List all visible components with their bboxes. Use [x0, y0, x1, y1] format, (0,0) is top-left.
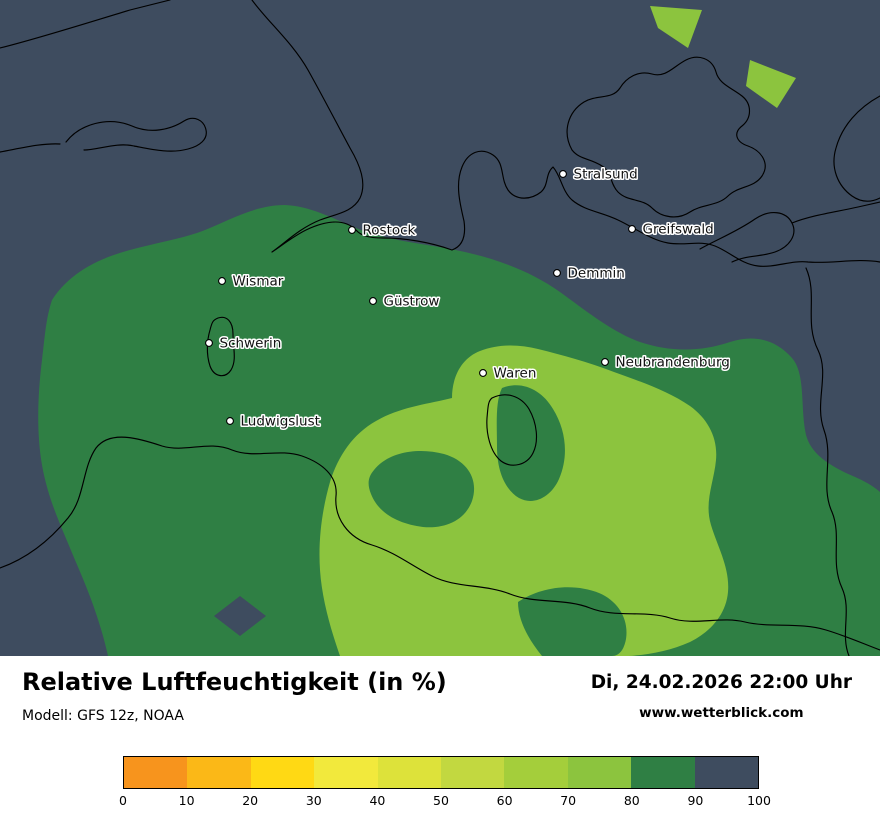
coastline-northwest-diagonal: [0, 0, 171, 49]
footer-panel: Relative Luftfeuchtigkeit (in %) Modell:…: [0, 656, 880, 830]
humidity-color-scale: 0 10 20 30 40 50 60 70 80 90 100: [119, 756, 771, 809]
coastline-baltic-main: [251, 0, 880, 267]
lake-mueritz-outline: [486, 394, 538, 466]
page-title: Relative Luftfeuchtigkeit (in %): [22, 668, 447, 696]
humidity-90-100-patch-south: [214, 596, 266, 636]
legend-segment-10-20: [187, 757, 251, 788]
city-label-stralsund: Stralsund: [574, 167, 638, 183]
city-label-waren: Waren: [494, 366, 537, 382]
city-label-demmin: Demmin: [568, 266, 625, 282]
city-label-rostock: Rostock: [363, 223, 416, 239]
city-marker-schwerin: [205, 339, 213, 347]
legend-tick-10: 10: [178, 793, 195, 808]
lake-schweriner-see-outline: [206, 316, 235, 377]
coastline-west-short: [0, 143, 61, 153]
city-markers-layer: Stralsund Greifswald Rostock Demmin Wismar Gü…: [205, 165, 731, 431]
city-marker-waren: [479, 369, 487, 377]
city-marker-demmin: [553, 269, 561, 277]
coastline-inlet-east: [833, 95, 880, 202]
city-marker-ludwigslust: [226, 417, 234, 425]
legend-tick-30: 30: [305, 793, 322, 808]
legend-tick-90: 90: [687, 793, 704, 808]
humidity-80-90-inclusion-south: [518, 587, 627, 656]
legend-segment-60-70: [504, 757, 568, 788]
border-south-meander: [0, 436, 880, 651]
coastline-east-extension: [791, 201, 880, 224]
footer-right-block: Di, 24.02.2026 22:00 Uhr www.wetterblick…: [591, 672, 852, 721]
legend-tick-70: 70: [560, 793, 577, 808]
humidity-80-90-inclusion-west: [368, 450, 475, 528]
legend-segment-30-40: [314, 757, 378, 788]
website-url: www.wetterblick.com: [639, 705, 804, 721]
legend-segment-40-50: [377, 757, 442, 788]
city-marker-neubrandenburg: [601, 358, 609, 366]
city-label-schwerin: Schwerin: [220, 336, 282, 352]
city-marker-wismar: [218, 277, 226, 285]
humidity-70-80-patch-northeast-2: [746, 60, 796, 108]
legend-segment-50-60: [441, 757, 505, 788]
city-label-ludwigslust: Ludwigslust: [241, 414, 320, 430]
humidity-80-90-inclusion-leaf: [496, 385, 565, 501]
weather-map: Stralsund Greifswald Rostock Demmin Wismar Gü…: [0, 0, 880, 657]
legend-tick-40: 40: [369, 793, 386, 808]
color-scale-ticks: 0 10 20 30 40 50 60 70 80 90 100: [119, 793, 771, 809]
forecast-datetime: Di, 24.02.2026 22:00 Uhr: [590, 672, 852, 693]
city-marker-rostock: [348, 226, 356, 234]
humidity-70-80-region-main: [319, 345, 729, 656]
coastlines-and-borders: [0, 0, 880, 657]
legend-tick-20: 20: [242, 793, 259, 808]
legend-tick-100: 100: [747, 793, 771, 808]
color-scale-bar: [123, 756, 759, 789]
legend-tick-80: 80: [623, 793, 640, 808]
city-marker-greifswald: [628, 225, 636, 233]
city-label-greifswald: Greifswald: [643, 222, 714, 238]
city-marker-güstrow: [369, 297, 377, 305]
legend-segment-90-100: [694, 757, 759, 788]
legend-tick-0: 0: [119, 793, 127, 808]
legend-segment-0-10: [124, 757, 188, 788]
humidity-70-80-patch-northeast-1: [650, 6, 702, 48]
border-east-meander: [805, 267, 850, 657]
legend-segment-80-90: [631, 757, 695, 788]
legend-segment-20-30: [250, 757, 315, 788]
city-label-neubrandenburg: Neubrandenburg: [616, 355, 730, 371]
city-marker-stralsund: [559, 170, 567, 178]
legend-tick-60: 60: [496, 793, 513, 808]
legend-segment-70-80: [567, 757, 632, 788]
city-label-güstrow: Güstrow: [384, 294, 440, 310]
legend-tick-50: 50: [433, 793, 449, 808]
city-label-wismar: Wismar: [233, 274, 284, 290]
model-info: Modell: GFS 12z, NOAA: [22, 708, 184, 724]
coastline-island-west: [65, 117, 207, 152]
coastline-ruegen-island: [566, 56, 766, 218]
